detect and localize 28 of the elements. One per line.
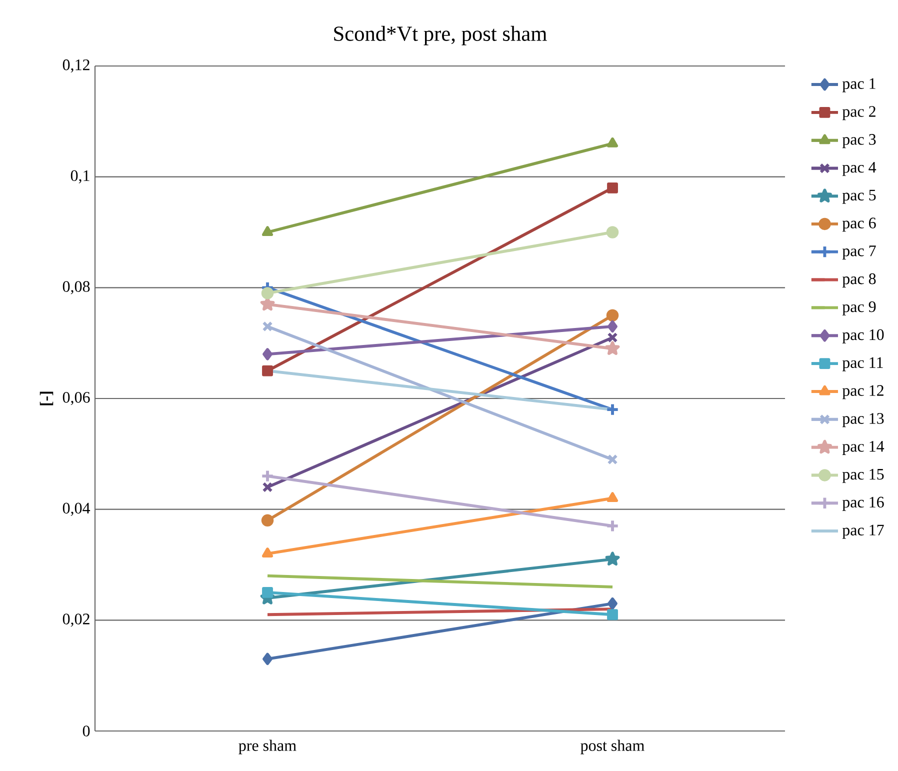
legend-label: pac 8 bbox=[842, 273, 876, 288]
x-tick-label: pre sham bbox=[238, 740, 296, 754]
y-tick-label: 0,02 bbox=[62, 614, 90, 627]
y-tick-label: 0,08 bbox=[62, 281, 90, 294]
legend-label: pac 11 bbox=[842, 357, 883, 372]
y-tick-label: 0,04 bbox=[62, 502, 90, 516]
chart-title: Scond*Vt pre, post sham bbox=[334, 26, 547, 46]
y-tick-label: 0 bbox=[82, 726, 90, 736]
legend-label: pac 13 bbox=[842, 413, 884, 428]
legend-label: pac 9 bbox=[842, 301, 876, 316]
legend-label: pac 5 bbox=[842, 190, 876, 204]
legend-label: pac 6 bbox=[842, 218, 876, 232]
legend-label: pac 1 bbox=[842, 78, 876, 92]
x-tick-label: post sham bbox=[580, 740, 644, 754]
legend-label: pac 3 bbox=[842, 134, 876, 148]
legend-label: pac 16 bbox=[842, 496, 884, 511]
legend-label: pac 15 bbox=[842, 468, 884, 483]
legend-label: pac 17 bbox=[842, 524, 884, 539]
y-tick-label: 0,06 bbox=[62, 392, 90, 406]
y-tick-label: 0,12 bbox=[62, 59, 90, 73]
legend-label: pac 2 bbox=[842, 106, 876, 120]
legend-label: pac 12 bbox=[842, 385, 884, 400]
y-tick-label: 0,1 bbox=[70, 170, 90, 184]
legend-label: pac 7 bbox=[842, 246, 876, 260]
legend-label: pac 10 bbox=[842, 329, 884, 344]
legend-label: pac 4 bbox=[842, 162, 876, 176]
legend-label: pac 14 bbox=[842, 441, 884, 455]
y-axis-title: [-] bbox=[40, 392, 54, 406]
